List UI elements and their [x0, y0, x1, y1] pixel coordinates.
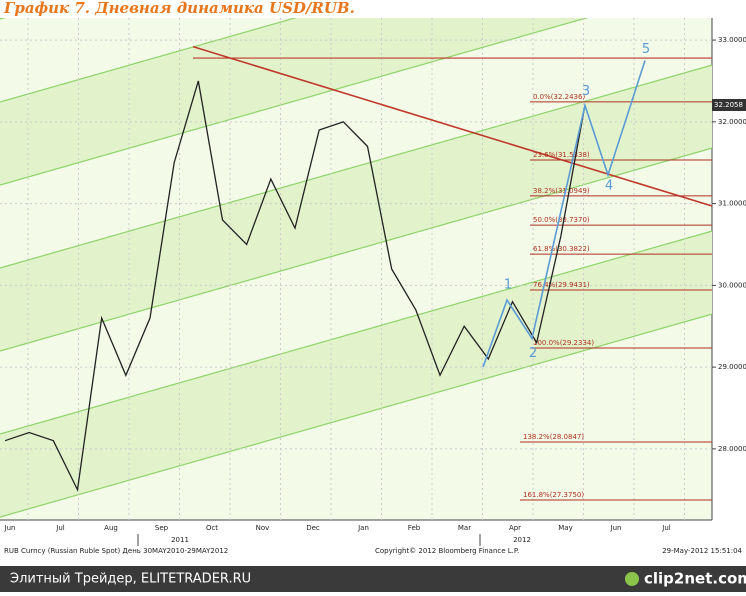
- trend-line: [192, 45, 713, 207]
- channel-line: [0, 64, 712, 269]
- y-tick-label: 33.0000: [718, 36, 746, 44]
- wave-path: [482, 60, 646, 368]
- y-tick-label: 28.0000: [718, 445, 746, 453]
- channel-line: [0, 230, 712, 435]
- x-tick-label: Oct: [206, 524, 218, 532]
- fib-label: 38.2%(31.0949): [533, 187, 590, 195]
- chart-title: График 7. Дневная динамика USD/RUB.: [3, 0, 355, 17]
- timestamp: 29-May-2012 15:51:04: [662, 547, 742, 555]
- x-tick-label: Jun: [4, 524, 16, 532]
- x-tick-label: Nov: [256, 524, 270, 532]
- site: Элитный Трейдер, ELITETRADER.RU: [10, 572, 251, 587]
- instrument: RUB Curncy (Russian Ruble Spot) День 30M…: [4, 547, 228, 555]
- fib-label: 0.0%(32.2436): [533, 93, 585, 101]
- footer-bar: [0, 566, 746, 592]
- logo-icon: [625, 572, 639, 586]
- wave-label: 2: [529, 346, 537, 361]
- x-tick-label: Jul: [661, 524, 671, 532]
- fib-label: 61.8%(30.3822): [533, 245, 590, 253]
- x-tick-label: Sep: [155, 524, 169, 532]
- x-tick-label: May: [558, 524, 572, 532]
- wave-label: 1: [504, 278, 512, 293]
- x-tick-label: Jul: [55, 524, 65, 532]
- logo: clip2net.com: [644, 570, 746, 588]
- year-label: 2012: [513, 536, 531, 544]
- x-tick-label: Apr: [509, 524, 521, 532]
- y-tick-label: 32.0000: [718, 118, 746, 126]
- fib-label: 100.0%(29.2334): [533, 339, 594, 347]
- wave-label: 4: [605, 178, 613, 193]
- fib-label: 23.6%(31.5338): [533, 151, 590, 159]
- last-price-box: [712, 99, 746, 112]
- wave-label: 3: [582, 84, 590, 99]
- year-label: 2011: [171, 536, 189, 544]
- copyright: Copyright© 2012 Bloomberg Finance L.P.: [375, 547, 519, 555]
- fib-label: 161.8%(27.3750): [523, 491, 584, 499]
- x-tick-label: Aug: [104, 524, 118, 532]
- wave-label: 5: [642, 42, 650, 57]
- fib-label: 138.2%(28.0847): [523, 433, 584, 441]
- x-tick-label: Jan: [357, 524, 369, 532]
- fib-label: 76.4%(29.9431): [533, 281, 590, 289]
- last-price: 32.2058: [714, 101, 743, 109]
- channel-line: [0, 147, 712, 352]
- channel-line: [0, 18, 589, 186]
- x-tick-label: Dec: [306, 524, 320, 532]
- y-tick-label: 31.0000: [718, 200, 746, 208]
- y-tick-label: 29.0000: [718, 363, 746, 371]
- x-tick-label: Jun: [610, 524, 622, 532]
- fib-label: 50.0%(30.7370): [533, 216, 590, 224]
- channel-line: [0, 18, 297, 103]
- channel-band: [0, 231, 712, 517]
- y-tick-label: 30.0000: [718, 281, 746, 289]
- x-tick-label: Mar: [458, 524, 471, 532]
- x-tick-label: Feb: [408, 524, 421, 532]
- price-line: [4, 80, 586, 492]
- channel-band: [0, 65, 712, 351]
